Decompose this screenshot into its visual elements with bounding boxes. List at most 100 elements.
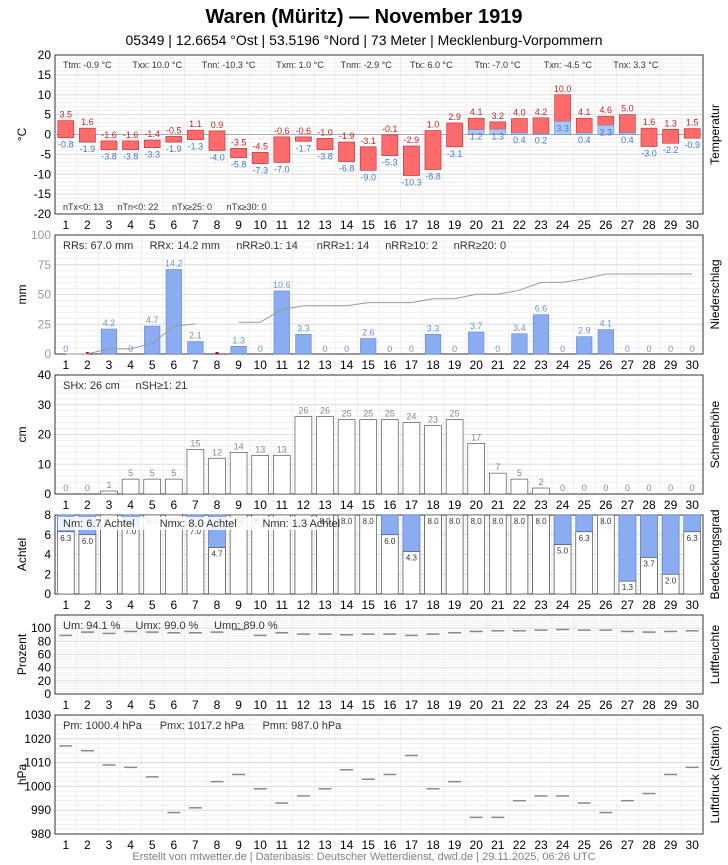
precip-label: 0 <box>495 344 500 354</box>
x-tick-label: 25 <box>578 358 592 372</box>
x-tick-label: 8 <box>214 838 221 852</box>
cloud-label: 8.0 <box>471 517 483 526</box>
tmin-label: -5.3 <box>382 158 398 168</box>
stat-text: Um: 94.1 % <box>63 620 121 632</box>
tmax-label: -2.9 <box>404 135 420 145</box>
cloud-cover-bar <box>640 557 658 595</box>
precip-label: 0 <box>258 344 263 354</box>
x-tick-label: 20 <box>470 838 484 852</box>
precip-label: 4.7 <box>146 315 159 325</box>
y-axis-label: Prozent <box>15 633 29 675</box>
x-tick-label: 21 <box>491 218 505 232</box>
x-tick-label: 6 <box>170 598 177 612</box>
y-tick-label: 100 <box>31 621 51 635</box>
tmax-label: -0.1 <box>382 124 398 134</box>
x-tick-label: 21 <box>491 838 505 852</box>
x-tick-label: 19 <box>448 698 462 712</box>
stat-text: nRR≥0.1: 14 <box>236 240 298 252</box>
x-tick-label: 18 <box>426 498 440 512</box>
tmax-label: 0.9 <box>211 120 224 130</box>
x-tick-label: 28 <box>642 598 656 612</box>
x-tick-label: 28 <box>642 838 656 852</box>
x-tick-label: 7 <box>192 498 199 512</box>
tmax-bar <box>230 148 247 158</box>
panel-border <box>54 714 704 835</box>
cloud-label: 8.0 <box>535 517 547 526</box>
y-tick-label: 25 <box>38 317 52 331</box>
snow-label: 26 <box>320 406 330 416</box>
cloud-cover-bar <box>208 547 226 595</box>
stat-text: Tnm: -2.9 °C <box>341 60 393 70</box>
cloud-cover-bar <box>661 573 680 595</box>
x-tick-label: 5 <box>149 598 156 612</box>
y-tick-label: 20 <box>38 428 52 442</box>
tmax-label: -1.9 <box>339 131 355 141</box>
precip-bar <box>187 341 204 355</box>
x-tick-label: 17 <box>405 358 419 372</box>
footer-credits: Erstellt von mtwetter.de | Datenbasis: D… <box>132 851 596 863</box>
tmax-label: 1.0 <box>427 120 440 130</box>
precip-label: 0 <box>452 344 457 354</box>
snow-label: 24 <box>406 412 416 422</box>
x-tick-label: 14 <box>340 498 354 512</box>
tmax-bar <box>554 94 571 122</box>
snow-bar <box>143 478 161 495</box>
x-tick-label: 24 <box>556 598 570 612</box>
x-tick-label: 22 <box>513 838 527 852</box>
y-tick-label: 6 <box>44 528 51 542</box>
x-tick-label: 10 <box>254 598 268 612</box>
x-tick-label: 10 <box>254 498 268 512</box>
x-tick-label: 28 <box>642 218 656 232</box>
snow-label: 0 <box>85 483 90 493</box>
tmax-bar <box>57 120 75 138</box>
y-tick-label: 20 <box>38 674 52 688</box>
x-tick-label: 2 <box>84 838 91 852</box>
tmax-bar <box>683 128 701 139</box>
cloud-clear-fill <box>575 514 593 533</box>
precip-label: 0 <box>409 344 414 354</box>
x-tick-label: 1 <box>62 838 69 852</box>
x-tick-label: 5 <box>149 498 156 512</box>
precip-bar <box>295 334 312 355</box>
x-tick-label: 12 <box>297 838 311 852</box>
snow-label: 0 <box>63 483 68 493</box>
tmin-base-bar <box>597 125 615 135</box>
tmax-label: 4.1 <box>578 107 591 117</box>
cloud-clear-fill <box>683 514 701 533</box>
x-tick-label: 23 <box>534 598 548 612</box>
x-tick-label: 22 <box>513 698 527 712</box>
x-tick-label: 24 <box>556 498 570 512</box>
cloud-cover-bar <box>316 514 334 595</box>
y-tick-label: 8 <box>44 508 51 522</box>
tmin-base-bar <box>575 132 593 135</box>
x-tick-label: 6 <box>170 498 177 512</box>
precip-label: 6.6 <box>535 304 548 314</box>
tmax-label: -1.0 <box>317 127 333 137</box>
tmax-label: 4.0 <box>513 108 526 118</box>
precip-label: 0 <box>646 344 651 354</box>
x-tick-label: 23 <box>534 698 548 712</box>
snow-label: 5 <box>517 468 522 478</box>
tmin-label: -7.3 <box>252 166 268 176</box>
x-tick-label: 4 <box>127 218 134 232</box>
x-tick-label: 25 <box>578 838 592 852</box>
x-tick-label: 10 <box>254 358 268 372</box>
x-tick-label: 13 <box>318 218 332 232</box>
x-tick-label: 25 <box>578 498 592 512</box>
x-tick-label: 28 <box>642 498 656 512</box>
y-tick-label: -15 <box>34 187 52 201</box>
tmax-bar <box>403 145 420 176</box>
precip-label: 0 <box>690 344 695 354</box>
x-tick-label: 3 <box>106 218 113 232</box>
cloud-cover-bar <box>165 514 183 595</box>
x-tick-label: 7 <box>192 838 199 852</box>
station-info: 05349 | 12.6654 °Ost | 53.5196 °Nord | 7… <box>125 32 603 48</box>
tmax-label: -4.5 <box>252 141 268 151</box>
y-tick-label: 80 <box>38 634 52 648</box>
snow-label: 17 <box>471 432 481 442</box>
y-tick-label: 990 <box>31 803 51 817</box>
x-tick-label: 16 <box>383 218 397 232</box>
x-tick-label: 12 <box>297 498 311 512</box>
snow-bar <box>489 472 507 495</box>
x-tick-label: 27 <box>621 498 635 512</box>
